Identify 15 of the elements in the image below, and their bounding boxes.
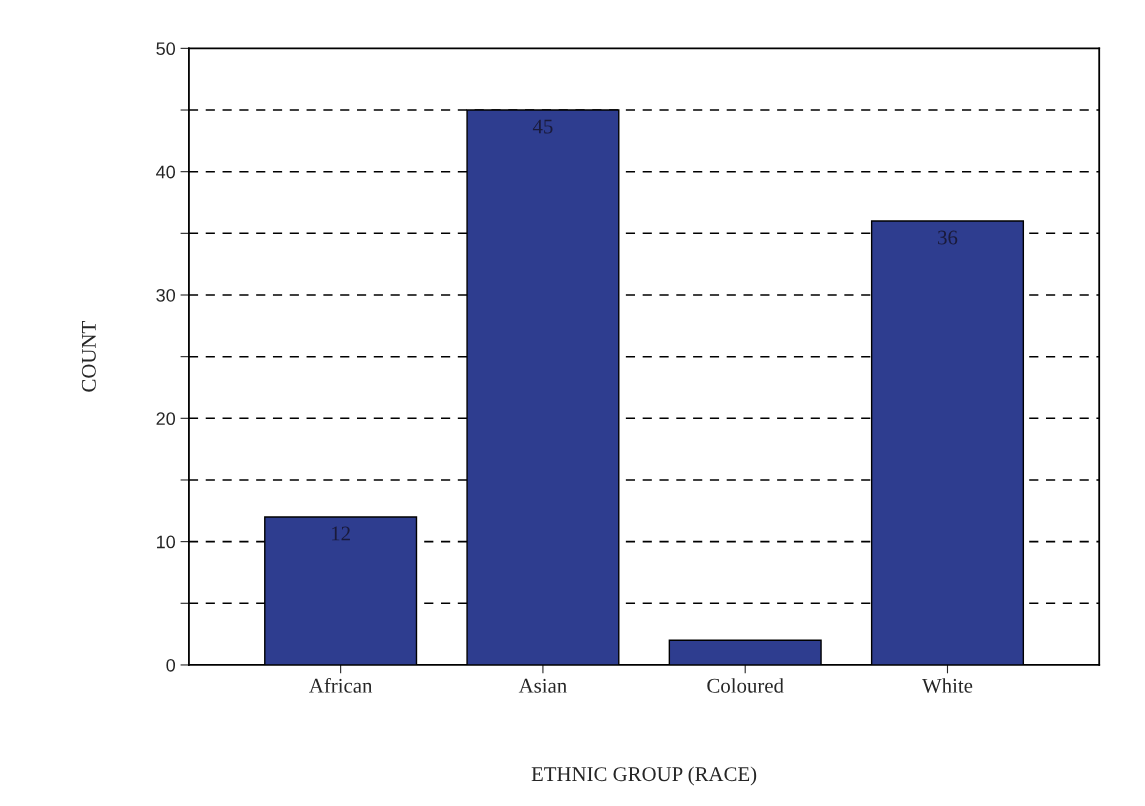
x-axis-title: ETHNIC GROUP (RACE)	[531, 766, 757, 786]
x-tick-label: African	[309, 677, 373, 693]
data-label: 12	[332, 526, 350, 541]
y-tick-label: 10	[157, 535, 176, 549]
y-tick-label: 40	[156, 165, 176, 179]
data-label: 45	[532, 119, 553, 134]
x-tick-label: Asian	[518, 678, 567, 693]
y-tick-label: 0	[166, 658, 176, 672]
y-axis-title: COUNT	[81, 321, 96, 392]
y-tick-label: 20	[156, 412, 176, 426]
y-tick-label: 30	[156, 288, 176, 302]
data-label: 36	[938, 230, 958, 245]
x-tick-label: White	[922, 678, 973, 693]
y-tick-label: 50	[156, 42, 176, 56]
x-tick-label: Coloured	[707, 678, 784, 693]
